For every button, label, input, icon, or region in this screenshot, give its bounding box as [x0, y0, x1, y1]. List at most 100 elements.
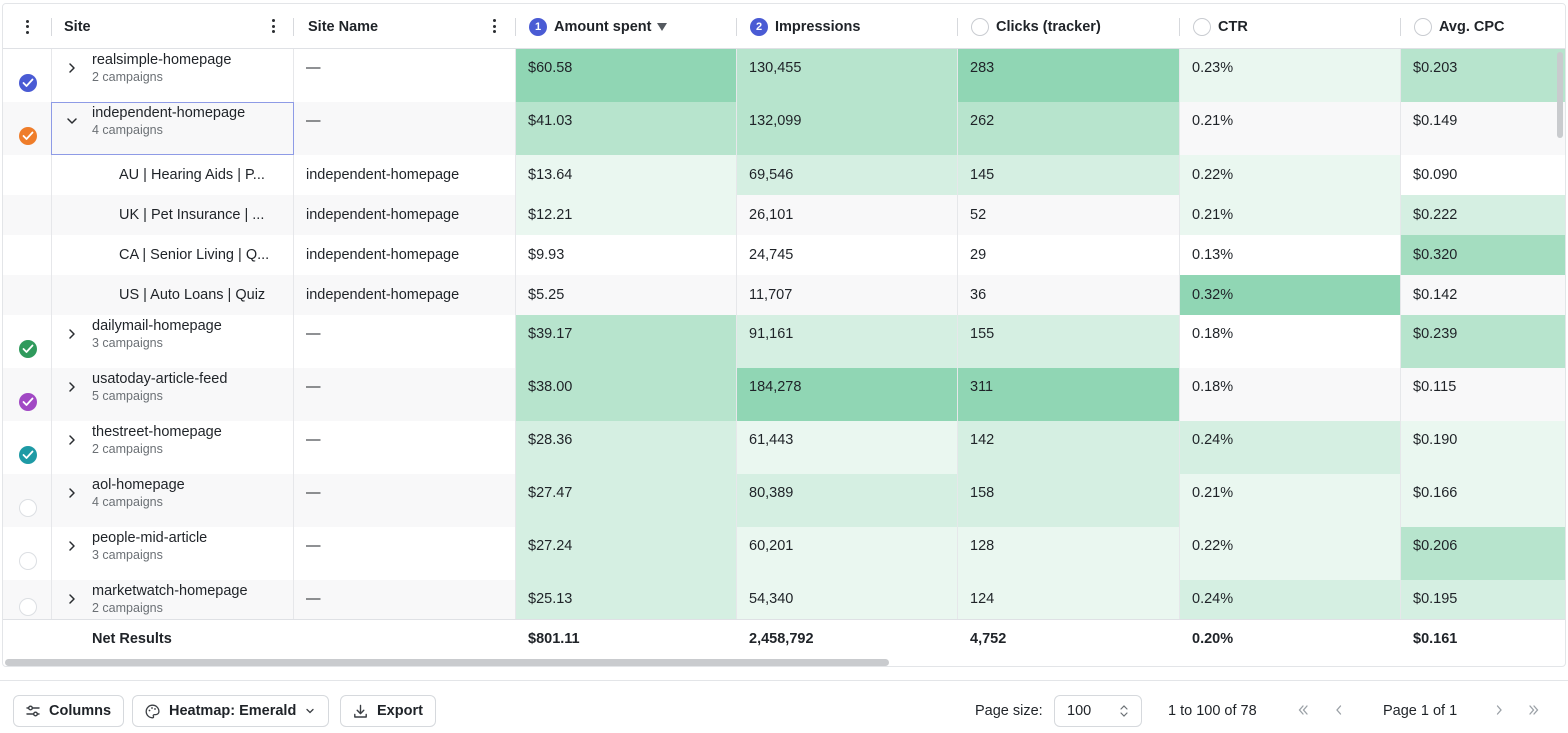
- amount-value: $41.03: [528, 113, 573, 129]
- site-cell[interactable]: US | Auto Loans | Quiz: [51, 275, 293, 315]
- child-campaign-row[interactable]: UK | Pet Insurance | ... independent-home…: [3, 195, 1565, 235]
- sort-empty-icon: [1193, 17, 1211, 36]
- site-row[interactable]: independent-homepage 4 campaigns — $41.03 13…: [3, 102, 1565, 155]
- site-name-cell: —: [293, 580, 515, 619]
- row-checkbox-checked[interactable]: [19, 339, 37, 358]
- row-checkbox[interactable]: [19, 551, 37, 570]
- site-cell[interactable]: UK | Pet Insurance | ...: [51, 195, 293, 235]
- site-name-column-menu-icon[interactable]: [486, 18, 502, 34]
- site-cell[interactable]: marketwatch-homepage 2 campaigns: [51, 580, 293, 619]
- site-name-cell: independent-homepage: [293, 155, 515, 195]
- sort-empty-icon: [971, 17, 989, 36]
- impr-cell: 61,443: [736, 421, 957, 474]
- header-avg-cpc[interactable]: Avg. CPC: [1414, 4, 1505, 49]
- site-column-menu-icon[interactable]: [265, 18, 281, 34]
- site-cell[interactable]: independent-homepage 4 campaigns: [51, 102, 293, 155]
- row-checkbox-checked[interactable]: [19, 392, 37, 411]
- site-row[interactable]: usatoday-article-feed 5 campaigns — $38.00 1…: [3, 368, 1565, 421]
- site-row[interactable]: marketwatch-homepage 2 campaigns — $25.13 54…: [3, 580, 1565, 619]
- amount-cell: $28.36: [515, 421, 736, 474]
- site-name: aol-homepage: [92, 477, 185, 493]
- horizontal-scrollbar[interactable]: [5, 659, 889, 666]
- campaign-name: CA | Senior Living | Q...: [119, 247, 270, 263]
- header-clicks[interactable]: Clicks (tracker): [971, 4, 1101, 49]
- amount-value: $25.13: [528, 591, 573, 607]
- row-checkbox-checked[interactable]: [19, 126, 37, 145]
- row-checkbox[interactable]: [19, 597, 37, 616]
- ctr-cell: 0.23%: [1179, 49, 1400, 102]
- site-cell[interactable]: thestreet-homepage 2 campaigns: [51, 421, 293, 474]
- chevron-right-icon[interactable]: [66, 328, 78, 340]
- site-cell[interactable]: AU | Hearing Aids | P...: [51, 155, 293, 195]
- site-name-value: —: [306, 60, 321, 76]
- heatmap-dropdown[interactable]: Heatmap: Emerald: [132, 695, 330, 727]
- chevron-right-icon[interactable]: [66, 540, 78, 552]
- columns-button[interactable]: Columns: [13, 695, 125, 727]
- header-impressions[interactable]: 2 Impressions: [750, 4, 860, 49]
- page-size-select[interactable]: 100: [1054, 695, 1142, 727]
- impr-value: 11,707: [749, 287, 793, 303]
- child-campaign-row[interactable]: US | Auto Loans | Quiz independent-homepa…: [3, 275, 1565, 315]
- row-range: 1 to 100 of 78: [1168, 703, 1257, 719]
- site-cell[interactable]: people-mid-article 3 campaigns: [51, 527, 293, 580]
- clicks-cell: 145: [957, 155, 1179, 195]
- site-cell[interactable]: realsimple-homepage 2 campaigns: [51, 49, 293, 102]
- row-checkbox-checked[interactable]: [19, 73, 37, 92]
- site-name: usatoday-article-feed: [92, 371, 228, 387]
- vertical-scrollbar[interactable]: [1557, 52, 1563, 138]
- site-name-cell: —: [293, 368, 515, 421]
- chevron-right-icon[interactable]: [66, 62, 78, 74]
- cpc-cell: $0.222: [1400, 195, 1565, 235]
- export-button[interactable]: Export: [340, 695, 436, 727]
- site-row[interactable]: thestreet-homepage 2 campaigns — $28.36 61,4…: [3, 421, 1565, 474]
- site-cell[interactable]: CA | Senior Living | Q...: [51, 235, 293, 275]
- row-checkbox-checked[interactable]: [19, 445, 37, 464]
- child-campaign-row[interactable]: CA | Senior Living | Q... independent-hom…: [3, 235, 1565, 275]
- header-site-name[interactable]: Site Name: [308, 18, 379, 35]
- check-icon: [22, 397, 34, 406]
- cpc-value: $0.203: [1413, 60, 1458, 76]
- clicks-value: 262: [970, 113, 995, 129]
- site-name-value: —: [306, 113, 321, 129]
- first-page-icon[interactable]: [1296, 703, 1310, 717]
- site-name: independent-homepage: [92, 105, 246, 121]
- chevron-right-icon[interactable]: [66, 381, 78, 393]
- site-cell[interactable]: usatoday-article-feed 5 campaigns: [51, 368, 293, 421]
- ctr-value: 0.13%: [1192, 247, 1234, 263]
- header-amount-spent[interactable]: 1 Amount spent: [529, 4, 668, 49]
- header-site[interactable]: Site: [64, 18, 91, 35]
- ctr-cell: 0.22%: [1179, 527, 1400, 580]
- chevron-right-icon[interactable]: [66, 593, 78, 605]
- last-page-icon[interactable]: [1527, 703, 1541, 717]
- header-menu[interactable]: [3, 4, 51, 49]
- site-cell[interactable]: dailymail-homepage 3 campaigns: [51, 315, 293, 368]
- kebab-icon[interactable]: [19, 19, 35, 35]
- site-name: dailymail-homepage: [92, 318, 222, 334]
- next-page-icon[interactable]: [1492, 703, 1506, 717]
- site-row[interactable]: dailymail-homepage 3 campaigns — $39.17 91,1…: [3, 315, 1565, 368]
- site-row[interactable]: realsimple-homepage 2 campaigns — $60.58 130…: [3, 49, 1565, 102]
- chevron-down-icon[interactable]: [66, 115, 78, 127]
- chevron-right-icon[interactable]: [66, 434, 78, 446]
- impr-cell: 91,161: [736, 315, 957, 368]
- site-row[interactable]: aol-homepage 4 campaigns — $27.47 80,389 158 0…: [3, 474, 1565, 527]
- header-ctr[interactable]: CTR: [1193, 4, 1248, 49]
- columns-button-label: Columns: [49, 703, 112, 719]
- site-name-value: —: [306, 485, 321, 501]
- site-name-cell: independent-homepage: [293, 275, 515, 315]
- row-checkbox[interactable]: [19, 498, 37, 517]
- site-row[interactable]: people-mid-article 3 campaigns — $27.24 60,2…: [3, 527, 1565, 580]
- chevron-right-icon[interactable]: [66, 487, 78, 499]
- site-name-value: —: [306, 538, 321, 554]
- previous-page-icon[interactable]: [1332, 703, 1346, 717]
- check-icon: [22, 78, 34, 87]
- header-impressions-label: Impressions: [775, 18, 861, 35]
- cpc-value: $0.222: [1413, 207, 1458, 223]
- child-campaign-row[interactable]: AU | Hearing Aids | P... independent-home…: [3, 155, 1565, 195]
- site-name-cell: —: [293, 315, 515, 368]
- site-cell[interactable]: aol-homepage 4 campaigns: [51, 474, 293, 527]
- total-impressions: 2,458,792: [749, 631, 814, 647]
- amount-value: $13.64: [528, 167, 573, 183]
- heatmap-label: Heatmap: Emerald: [169, 703, 297, 719]
- cpc-cell: $0.320: [1400, 235, 1565, 275]
